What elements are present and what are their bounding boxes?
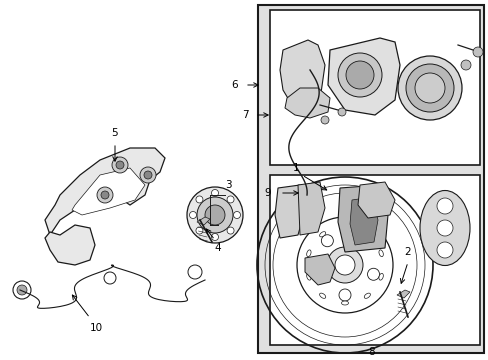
Ellipse shape: [319, 293, 325, 298]
Circle shape: [436, 220, 452, 236]
Bar: [258, 5, 483, 353]
Circle shape: [197, 197, 232, 233]
Polygon shape: [337, 185, 387, 252]
Text: 4: 4: [214, 243, 221, 253]
Text: 9: 9: [264, 188, 271, 198]
Text: 1: 1: [292, 163, 299, 173]
Circle shape: [310, 268, 322, 280]
Circle shape: [204, 205, 224, 225]
Circle shape: [233, 212, 240, 219]
Circle shape: [405, 64, 453, 112]
Ellipse shape: [378, 273, 383, 280]
Polygon shape: [45, 148, 164, 235]
Ellipse shape: [341, 225, 348, 229]
Circle shape: [226, 227, 234, 234]
Ellipse shape: [364, 293, 369, 298]
Circle shape: [226, 196, 234, 203]
Circle shape: [17, 285, 27, 295]
Circle shape: [140, 167, 156, 183]
Text: 5: 5: [111, 128, 118, 138]
Circle shape: [337, 108, 346, 116]
Circle shape: [337, 53, 381, 97]
Ellipse shape: [341, 301, 348, 305]
Text: 7: 7: [241, 110, 248, 120]
Polygon shape: [197, 217, 209, 225]
Ellipse shape: [319, 231, 325, 237]
Ellipse shape: [306, 273, 310, 280]
Ellipse shape: [364, 231, 369, 237]
Circle shape: [356, 235, 368, 247]
Polygon shape: [396, 290, 409, 298]
Circle shape: [367, 268, 379, 280]
Circle shape: [143, 171, 152, 179]
Circle shape: [211, 234, 218, 240]
Circle shape: [326, 247, 362, 283]
Circle shape: [346, 61, 373, 89]
Circle shape: [116, 161, 124, 169]
Polygon shape: [297, 182, 325, 235]
Circle shape: [101, 191, 109, 199]
Text: 2: 2: [404, 247, 410, 257]
Polygon shape: [274, 185, 305, 238]
Ellipse shape: [419, 190, 469, 266]
Circle shape: [436, 242, 452, 258]
Bar: [269, 175, 479, 345]
Circle shape: [320, 116, 328, 124]
Polygon shape: [357, 182, 394, 218]
Circle shape: [460, 60, 470, 70]
Circle shape: [196, 227, 203, 234]
Circle shape: [321, 235, 333, 247]
Polygon shape: [45, 225, 95, 265]
Text: 6: 6: [231, 80, 238, 90]
Circle shape: [436, 198, 452, 214]
Circle shape: [414, 73, 444, 103]
Bar: [269, 10, 479, 165]
Circle shape: [305, 65, 314, 75]
Text: 3: 3: [224, 180, 231, 190]
Circle shape: [472, 47, 482, 57]
Polygon shape: [285, 88, 329, 118]
Polygon shape: [327, 38, 399, 115]
Text: 10: 10: [89, 323, 102, 333]
Circle shape: [112, 157, 128, 173]
Circle shape: [338, 289, 350, 301]
Circle shape: [186, 187, 243, 243]
Circle shape: [97, 187, 113, 203]
Ellipse shape: [378, 250, 383, 257]
Circle shape: [334, 255, 354, 275]
Circle shape: [189, 212, 196, 219]
Polygon shape: [349, 197, 377, 245]
Ellipse shape: [306, 250, 310, 257]
Polygon shape: [280, 40, 325, 115]
Circle shape: [196, 196, 203, 203]
Text: 8: 8: [368, 347, 375, 357]
Circle shape: [211, 189, 218, 197]
Polygon shape: [305, 254, 334, 285]
Polygon shape: [72, 168, 145, 215]
Circle shape: [397, 56, 461, 120]
